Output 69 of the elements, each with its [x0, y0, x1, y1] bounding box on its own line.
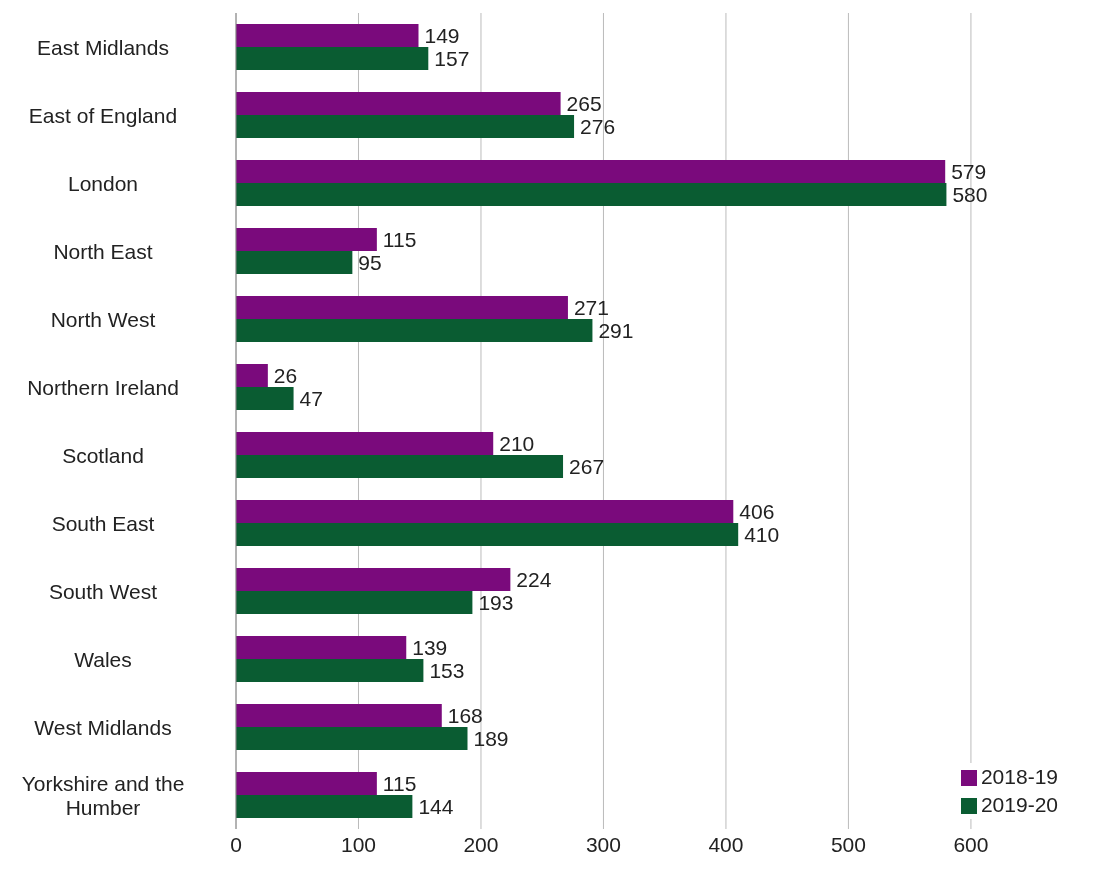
- bar: [236, 318, 593, 342]
- legend-label: 2018-19: [980, 765, 1058, 788]
- bar: [236, 635, 407, 659]
- data-label: 224: [516, 567, 552, 591]
- y-tick-label: South West: [48, 579, 158, 603]
- bar: [236, 295, 568, 319]
- bar: [236, 114, 575, 138]
- data-label: 153: [429, 658, 465, 682]
- y-tick-label: South East: [51, 511, 155, 535]
- bar: [236, 522, 739, 546]
- data-label: 168: [447, 703, 483, 727]
- bar: [236, 658, 424, 682]
- y-tick-label: London: [67, 171, 139, 195]
- data-label: 149: [424, 23, 460, 47]
- bar: [236, 794, 413, 818]
- data-label: 189: [473, 726, 509, 750]
- y-tick-label: East of England: [28, 103, 178, 127]
- data-label: 406: [739, 499, 775, 523]
- x-tick-label: 600: [953, 832, 989, 856]
- bar: [236, 726, 468, 750]
- data-label: 157: [434, 46, 470, 70]
- data-label: 291: [598, 318, 634, 342]
- bar: [236, 250, 353, 274]
- y-tick-label: West Midlands: [34, 715, 172, 739]
- y-tick-label: Wales: [74, 647, 132, 671]
- data-label: 193: [478, 590, 514, 614]
- data-label: 47: [299, 386, 323, 410]
- bar: [236, 363, 268, 387]
- bar: [236, 499, 734, 523]
- data-label: 276: [580, 114, 616, 138]
- y-tick-label: North West: [50, 307, 156, 331]
- data-label: 579: [951, 159, 987, 183]
- bar: [236, 454, 564, 478]
- bar: [236, 431, 494, 455]
- x-tick-label: 200: [463, 832, 499, 856]
- x-tick-label: 300: [585, 832, 621, 856]
- bar: [236, 159, 946, 183]
- data-label: 115: [382, 771, 417, 795]
- bar: [236, 567, 511, 591]
- legend-label: 2019-20: [980, 793, 1058, 816]
- y-tick-label: Scotland: [62, 443, 144, 467]
- data-label: 115: [382, 227, 417, 251]
- x-tick-label: 400: [708, 832, 744, 856]
- data-label: 26: [273, 363, 298, 387]
- y-tick-label: Yorkshire and the Humber: [21, 771, 185, 819]
- data-label: 267: [569, 454, 605, 478]
- bar: [236, 386, 294, 410]
- data-label: 139: [412, 635, 448, 659]
- y-tick-label: East Midlands: [37, 35, 169, 59]
- data-label: 144: [418, 794, 454, 818]
- data-label: 271: [573, 295, 609, 319]
- x-tick-label: 100: [340, 832, 377, 856]
- bar: [236, 590, 473, 614]
- bar: [236, 227, 377, 251]
- data-label: 95: [358, 250, 382, 274]
- bar: [236, 703, 442, 727]
- data-label: 410: [744, 522, 780, 546]
- data-label: 265: [566, 91, 602, 115]
- data-label: 210: [499, 431, 535, 455]
- y-tick-label: Northern Ireland: [27, 375, 179, 399]
- x-tick-label: 0: [230, 832, 242, 856]
- data-label: 580: [952, 182, 988, 206]
- y-tick-label: North East: [53, 239, 153, 263]
- bar: [236, 23, 419, 47]
- bar: [236, 46, 429, 70]
- bar: [236, 182, 947, 206]
- x-tick-label: 500: [830, 832, 866, 856]
- bar: [236, 91, 561, 115]
- bar: [236, 771, 377, 795]
